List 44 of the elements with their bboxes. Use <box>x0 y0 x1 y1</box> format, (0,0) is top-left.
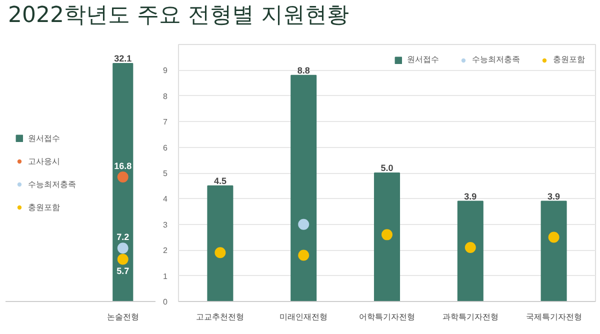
legend-label: 수능최저충족 <box>28 178 76 190</box>
point <box>298 250 310 261</box>
y-tick-label: 7 <box>163 118 168 127</box>
y-tick-label: 1 <box>163 272 168 281</box>
point <box>464 242 476 254</box>
data-label: 7.2 <box>116 232 130 242</box>
legend-label: 원서접수 <box>28 132 60 144</box>
legend-label: 수능최저충족 <box>472 54 520 65</box>
x-tick-label: 국제특기자전형 <box>526 312 582 322</box>
bar <box>540 200 567 302</box>
data-label: 5.7 <box>116 266 130 276</box>
point <box>548 232 560 243</box>
data-label: 16.8 <box>114 160 132 171</box>
x-tick-label: 과학특기자전형 <box>442 312 498 322</box>
y-tick-label: 9 <box>163 66 168 76</box>
data-label: 32.1 <box>114 54 132 64</box>
data-label: 4.5 <box>214 176 226 186</box>
y-tick-label: 3 <box>163 220 168 230</box>
y-tick-label: 2 <box>163 246 168 256</box>
y-tick-label: 0 <box>163 298 168 306</box>
point <box>382 229 392 240</box>
x-tick-label: 어학특기자전형 <box>359 312 415 322</box>
x-tick-label: 논술전형 <box>106 312 139 322</box>
data-label: 5.0 <box>380 163 394 173</box>
y-tick-label: 8 <box>163 92 168 101</box>
chart-title: 2022학년도 주요 전형별 지원현황 <box>8 2 349 30</box>
y-tick-label: 5 <box>163 169 168 178</box>
bar <box>374 172 400 302</box>
legend-label: 충원포함 <box>553 54 585 65</box>
x-tick-label: 고교추천전형 <box>196 312 244 322</box>
legend-label: 충원포함 <box>28 202 60 212</box>
y-tick-label: 4 <box>163 194 168 204</box>
legend-label: 원서접수 <box>407 54 439 65</box>
legend-label: 고사응시 <box>28 156 60 166</box>
bar <box>290 74 317 302</box>
point <box>298 218 310 230</box>
data-label: 8.8 <box>297 65 310 76</box>
x-tick-label: 미래인재전형 <box>280 312 328 322</box>
bar <box>207 185 234 302</box>
y-tick-label: 6 <box>163 143 168 152</box>
bar <box>457 200 484 302</box>
data-label: 3.9 <box>548 191 560 202</box>
data-label: 3.9 <box>464 191 477 202</box>
point <box>214 247 226 258</box>
